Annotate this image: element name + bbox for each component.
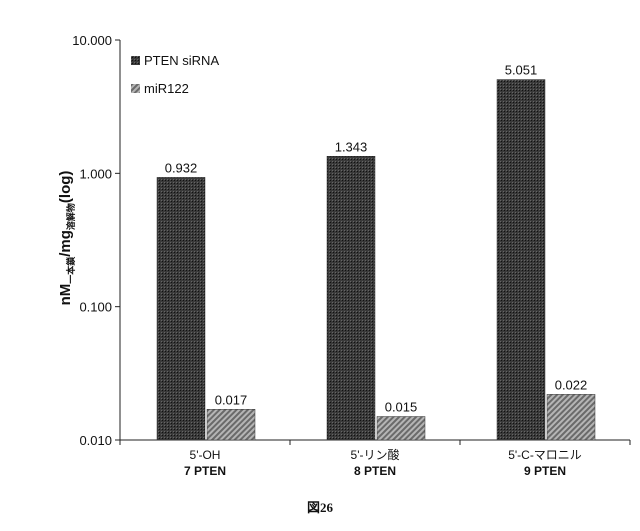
y-axis-label-sub2: 溶解物 [65, 203, 76, 230]
legend-label-pten-sirna: PTEN siRNA [144, 53, 219, 68]
y-tick-label: 10.000 [72, 33, 112, 48]
data-label-pten-sirna: 1.343 [335, 139, 368, 154]
bars [157, 80, 595, 440]
bar-pten-sirna [327, 156, 375, 440]
y-tick-label: 0.010 [79, 433, 112, 448]
data-label-mir122: 0.022 [555, 377, 588, 392]
bar-mir122 [547, 394, 595, 440]
data-label-mir122: 0.017 [215, 392, 248, 407]
category-label-line1: 5'-リン酸 [351, 447, 400, 462]
data-label-pten-sirna: 0.932 [165, 160, 198, 175]
y-tick-label: 0.100 [79, 300, 112, 315]
data-label-mir122: 0.015 [385, 400, 418, 415]
category-label-line1: 5'-C-マロニル [508, 448, 582, 462]
y-axis-label: nM一本鎖/mg溶解物(log) [57, 171, 76, 306]
legend-label-mir122: miR122 [144, 81, 189, 96]
category-label-line2: 9 PTEN [524, 464, 566, 478]
y-axis-label-main: nM [57, 284, 74, 306]
category-label-line1: 5'-OH [190, 448, 221, 462]
legend-swatch-mir122 [131, 84, 140, 93]
category-labels: 5'-OH 7 PTEN 5'-リン酸 8 PTEN 5'-C-マロニル 9 PTEN [184, 447, 582, 478]
legend: PTEN siRNA miR122 [131, 53, 219, 96]
x-ticks [120, 440, 630, 445]
bar-mir122 [207, 409, 255, 440]
y-axis-label-end: (log) [57, 171, 74, 203]
data-label-pten-sirna: 5.051 [505, 63, 538, 78]
bar-mir122 [377, 417, 425, 440]
bar-pten-sirna [497, 80, 545, 440]
figure-caption: 図26 [307, 500, 334, 515]
y-ticks: 10.000 1.000 0.100 0.010 [72, 33, 120, 448]
y-tick-label: 1.000 [79, 166, 112, 181]
category-label-line2: 7 PTEN [184, 464, 226, 478]
bar-pten-sirna [157, 177, 205, 440]
y-axis-label-sub1: 一本鎖 [65, 256, 76, 284]
legend-swatch-pten-sirna [131, 56, 140, 65]
y-axis-label-mid: /mg [57, 230, 74, 257]
category-label-line2: 8 PTEN [354, 464, 396, 478]
